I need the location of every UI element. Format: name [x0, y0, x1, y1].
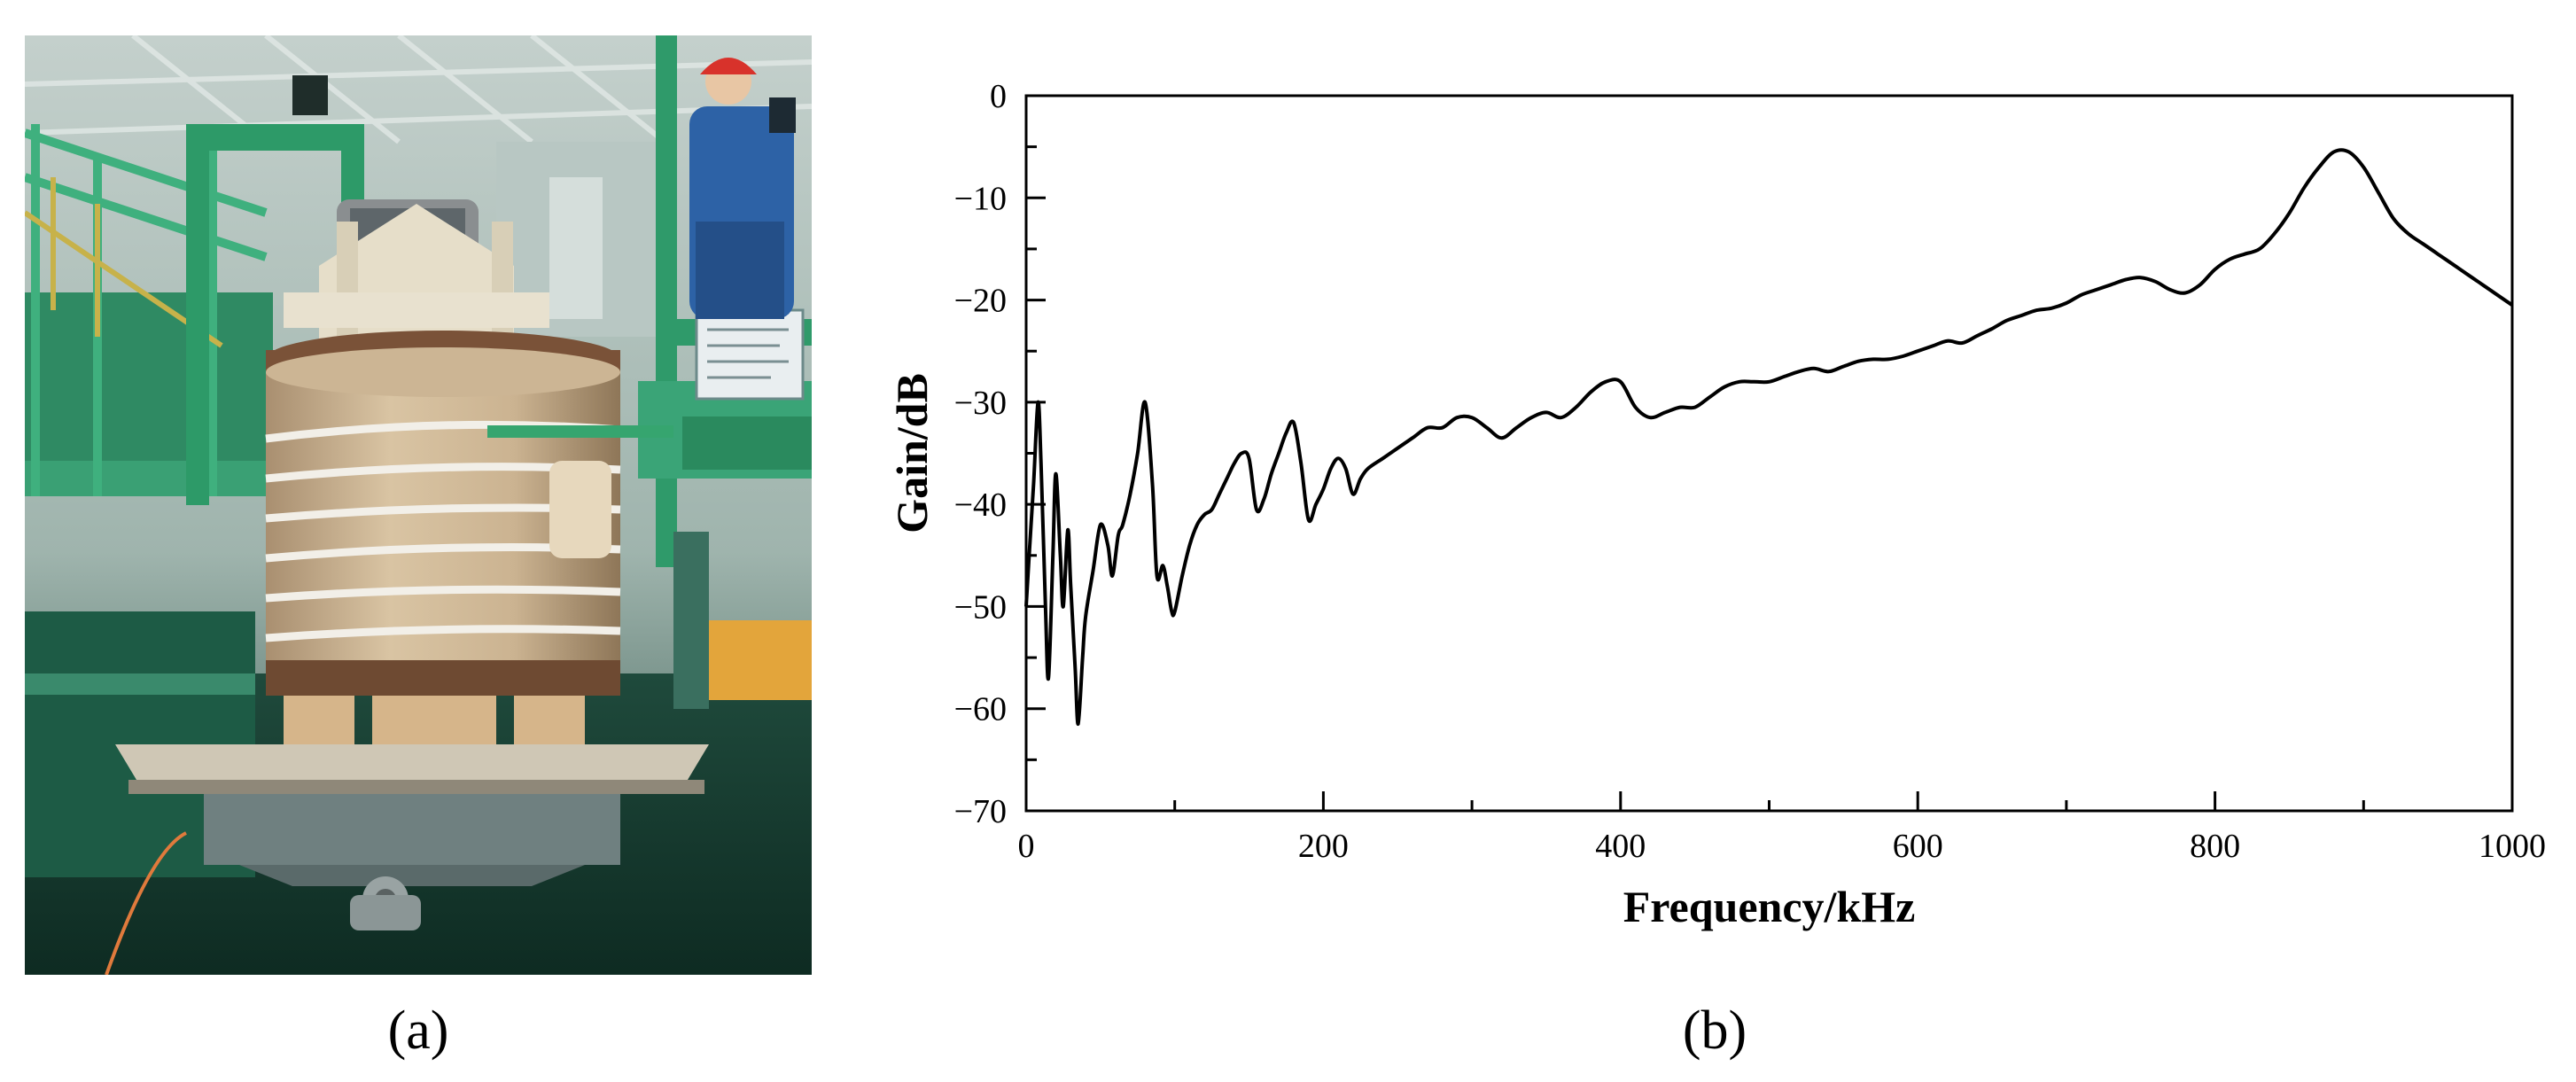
- plot-frame: [1024, 94, 2514, 813]
- panel-a-label: (a): [388, 1000, 449, 1061]
- x-tick-label: 0: [1018, 828, 1035, 865]
- y-tick-label: −10: [954, 180, 1007, 217]
- y-axis-title: Gain/dB: [887, 373, 937, 533]
- y-tick-label: −50: [954, 588, 1007, 626]
- y-tick-label: −60: [954, 691, 1007, 728]
- x-tick-label: 600: [1893, 828, 1943, 865]
- y-tick-label: −20: [954, 283, 1007, 320]
- gain-series-line: [1024, 148, 2514, 727]
- y-tick-label: −40: [954, 487, 1007, 524]
- transformer-photo: [25, 35, 812, 975]
- x-tick-label: 1000: [2479, 828, 2546, 865]
- y-tick-label: −30: [954, 385, 1007, 422]
- x-axis-title: Frequency/kHz: [1623, 882, 1916, 931]
- panel-b-label: (b): [1683, 1000, 1747, 1061]
- x-tick-label: 200: [1298, 828, 1349, 865]
- x-tick-label: 400: [1595, 828, 1646, 865]
- x-tick-label: 800: [2190, 828, 2240, 865]
- y-tick-label: −70: [954, 793, 1007, 830]
- gain-frequency-chart: 0 200 400 600 800 10000−10−20−30−40−50−60−70 …: [887, 78, 2546, 931]
- y-tick-label: 0: [990, 78, 1007, 115]
